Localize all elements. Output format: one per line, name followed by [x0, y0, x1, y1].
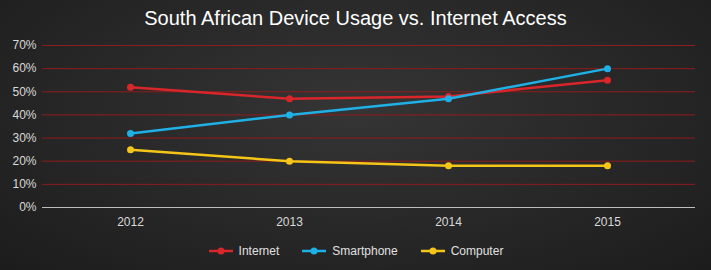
svg-text:30%: 30%	[12, 131, 36, 145]
svg-text:60%: 60%	[12, 61, 36, 75]
svg-text:20%: 20%	[12, 154, 36, 168]
svg-text:70%: 70%	[12, 38, 36, 52]
html-text:South African Device Usage vs.: South African Device Usage vs. Internet …	[144, 7, 567, 29]
html-text:Computer: Computer	[450, 244, 504, 258]
html-text:Internet: Internet	[238, 244, 280, 258]
svg-text:2015: 2015	[594, 215, 621, 229]
svg-text:0%: 0%	[19, 200, 37, 214]
html-text:Smartphone: Smartphone	[332, 244, 398, 258]
svg-text:2013: 2013	[276, 215, 303, 229]
svg-text:2014: 2014	[435, 215, 462, 229]
svg-text:50%: 50%	[12, 85, 36, 99]
svg-text:10%: 10%	[12, 177, 36, 191]
svg-text:40%: 40%	[12, 108, 36, 122]
svg-text:2012: 2012	[117, 215, 144, 229]
